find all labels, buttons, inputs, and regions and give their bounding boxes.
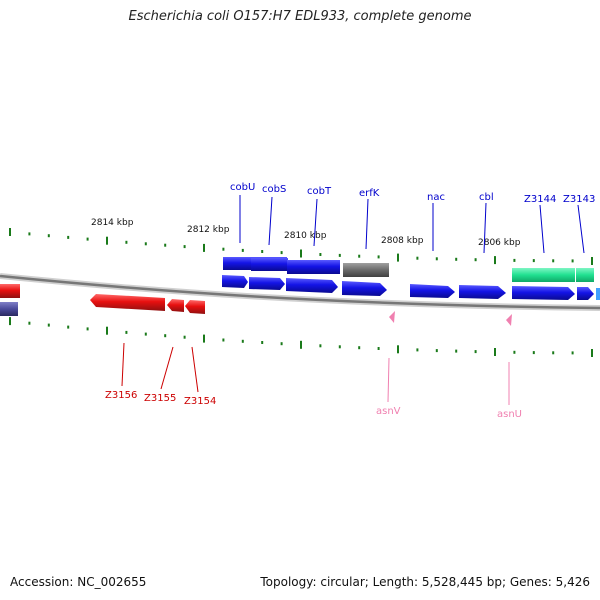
trna-label-asnV[interactable]: asnV	[376, 406, 401, 417]
genome-backbone-core	[0, 274, 600, 310]
gene-feature-Z3143-upper[interactable]	[576, 268, 594, 282]
trna-label-asnU[interactable]: asnU	[497, 409, 522, 420]
trna-marker-asnU[interactable]	[506, 314, 512, 326]
gene-arrow-Z3144[interactable]	[512, 286, 575, 300]
gene-label-Z3156[interactable]: Z3156	[105, 390, 137, 401]
gene-arrow-cobT[interactable]	[286, 278, 338, 293]
gene-arrow-erfK[interactable]	[342, 281, 387, 296]
gene-label-nac[interactable]: nac	[427, 192, 445, 203]
leader-line-cbl	[483, 202, 487, 254]
gene-feature-erfK-upper[interactable]	[343, 263, 389, 277]
gene-label-Z3144[interactable]: Z3144	[524, 194, 556, 205]
leader-line-cobT	[313, 198, 318, 247]
gene-label-cobS[interactable]: cobS	[262, 184, 286, 195]
gene-arrow-Z3156[interactable]	[90, 294, 165, 311]
gene-arrow-cobU[interactable]	[222, 275, 248, 288]
gene-feature-edge-red[interactable]	[0, 284, 20, 298]
leader-line-Z3155	[160, 346, 174, 390]
gene-arrow-Z3143[interactable]	[577, 287, 594, 300]
gene-feature-edge-partial[interactable]	[0, 302, 18, 316]
scale-label: 2808 kbp	[381, 236, 424, 246]
gene-label-erfK[interactable]: erfK	[359, 188, 380, 199]
gene-label-cbl[interactable]: cbl	[479, 192, 494, 203]
accession-label: Accession: NC_002655	[10, 575, 147, 589]
genome-title: Escherichia coli O157:H7 EDL933, complet…	[128, 9, 472, 24]
leader-line-asnV	[387, 357, 390, 403]
trna-marker-asnV[interactable]	[389, 311, 395, 323]
scale-label: 2812 kbp	[187, 225, 230, 235]
gene-feature-cobT-upper[interactable]	[287, 260, 340, 274]
gene-label-Z3154[interactable]: Z3154	[184, 396, 216, 407]
gene-arrow-cobS[interactable]	[249, 277, 285, 290]
gene-arrow-nac[interactable]	[410, 284, 455, 298]
leader-line-Z3143	[577, 204, 585, 254]
leader-line-Z3156	[121, 342, 125, 387]
gene-label-Z3143[interactable]: Z3143	[563, 194, 595, 205]
gene-arrow-Z3155[interactable]	[167, 299, 184, 312]
leader-line-cobS	[268, 196, 273, 246]
leader-line-Z3144	[539, 204, 545, 254]
gene-feature-cobS-upper[interactable]	[251, 258, 288, 271]
inner-scale-ticks	[9, 317, 593, 357]
gene-feature-Z3144-upper[interactable]	[512, 268, 575, 282]
gene-arrow-edge-partial[interactable]	[596, 288, 600, 300]
scale-label: 2810 kbp	[284, 231, 327, 241]
scale-label: 2814 kbp	[91, 218, 134, 228]
genome-summary: Topology: circular; Length: 5,528,445 bp…	[260, 575, 590, 589]
gene-label-cobU[interactable]: cobU	[230, 182, 255, 193]
scale-label: 2806 kbp	[478, 238, 521, 248]
leader-line-Z3154	[191, 346, 199, 393]
outer-scale-ticks	[9, 228, 593, 265]
leader-line-erfK	[365, 198, 369, 250]
gene-label-cobT[interactable]: cobT	[307, 186, 332, 197]
gene-arrow-Z3154[interactable]	[185, 300, 205, 314]
gene-label-Z3155[interactable]: Z3155	[144, 393, 176, 404]
gene-arrow-cbl[interactable]	[459, 285, 506, 299]
